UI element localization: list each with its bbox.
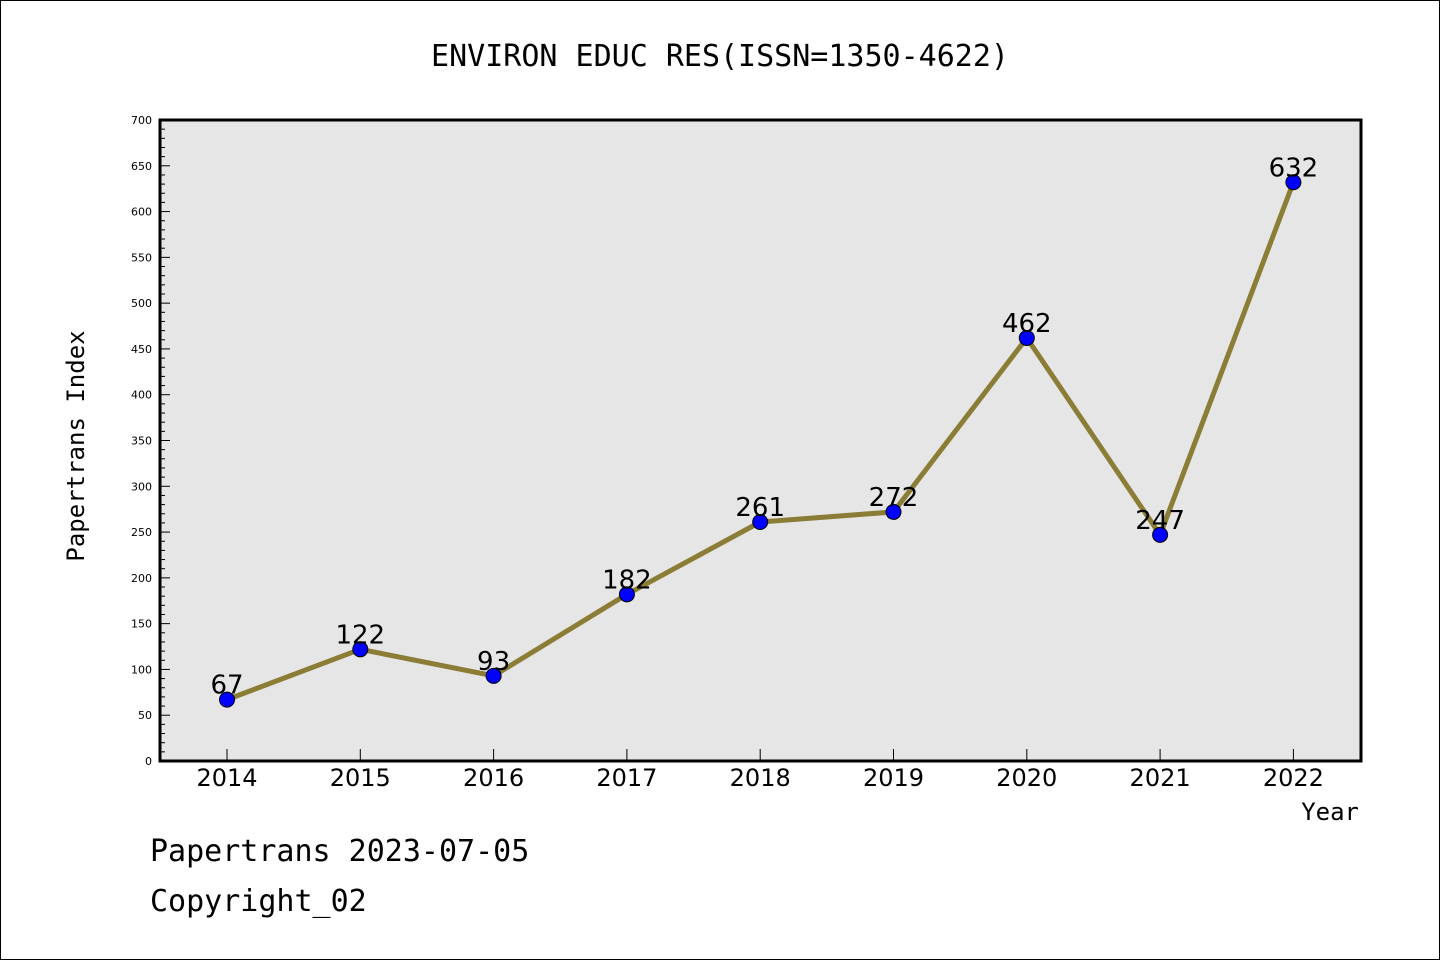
data-label: 462 <box>1002 309 1052 339</box>
series-group: 67 122 93 182 261 272 462 247 632 <box>210 153 1319 708</box>
data-label: 247 <box>1135 506 1185 536</box>
y-axis: 0 50 100 150 200 250 300 350 400 450 500 550 600 650 7… <box>131 114 170 768</box>
data-point <box>1152 526 1169 543</box>
data-point <box>1018 329 1035 346</box>
data-point <box>485 667 502 684</box>
y-tick-label: 500 <box>131 297 152 310</box>
x-tick-label: 2017 <box>596 764 657 792</box>
y-tick-label: 0 <box>145 755 152 768</box>
y-axis-label: Papertrans Index <box>62 330 90 561</box>
x-tick-label: 2020 <box>996 764 1057 792</box>
data-label: 67 <box>210 671 243 701</box>
x-axis-label: Year <box>1301 798 1359 826</box>
y-tick-label: 700 <box>131 114 152 127</box>
y-tick-label: 550 <box>131 251 152 264</box>
y-tick-label: 50 <box>138 709 152 722</box>
y-tick-label: 600 <box>131 206 152 219</box>
data-label: 182 <box>602 565 652 595</box>
x-tick-label: 2015 <box>330 764 391 792</box>
y-tick-label: 650 <box>131 160 152 173</box>
data-point <box>1285 174 1302 191</box>
x-tick-label: 2014 <box>196 764 257 792</box>
x-tick-label: 2019 <box>863 764 924 792</box>
footer-copyright: Copyright_02 <box>150 884 367 919</box>
y-tick-label: 450 <box>131 343 152 356</box>
data-label: 122 <box>335 620 385 650</box>
y-tick-label: 100 <box>131 663 152 676</box>
data-point <box>219 691 235 708</box>
data-point <box>618 586 635 603</box>
data-label: 93 <box>477 647 510 677</box>
data-label: 272 <box>869 483 919 513</box>
plot-area <box>158 118 1363 763</box>
data-point <box>885 503 902 520</box>
x-tick-label: 2016 <box>463 764 524 792</box>
data-point <box>352 641 369 658</box>
x-tick-label: 2022 <box>1263 764 1324 792</box>
chart-title: ENVIRON EDUC RES(ISSN=1350-4622) <box>431 39 1009 74</box>
x-tick-label: 2018 <box>730 764 791 792</box>
y-tick-label: 200 <box>131 572 152 585</box>
data-label: 632 <box>1269 153 1319 183</box>
x-axis: 2014 2015 2016 2017 2018 2019 2020 2021 2022 <box>196 749 1324 792</box>
data-point <box>752 513 769 530</box>
y-tick-label: 150 <box>131 618 152 631</box>
y-tick-label: 350 <box>131 435 152 448</box>
footer-date: Papertrans 2023-07-05 <box>150 834 530 869</box>
x-tick-label: 2021 <box>1130 764 1191 792</box>
y-tick-label: 300 <box>131 480 152 493</box>
data-label: 261 <box>735 493 785 523</box>
y-tick-label: 400 <box>131 389 152 402</box>
y-tick-label: 250 <box>131 526 152 539</box>
